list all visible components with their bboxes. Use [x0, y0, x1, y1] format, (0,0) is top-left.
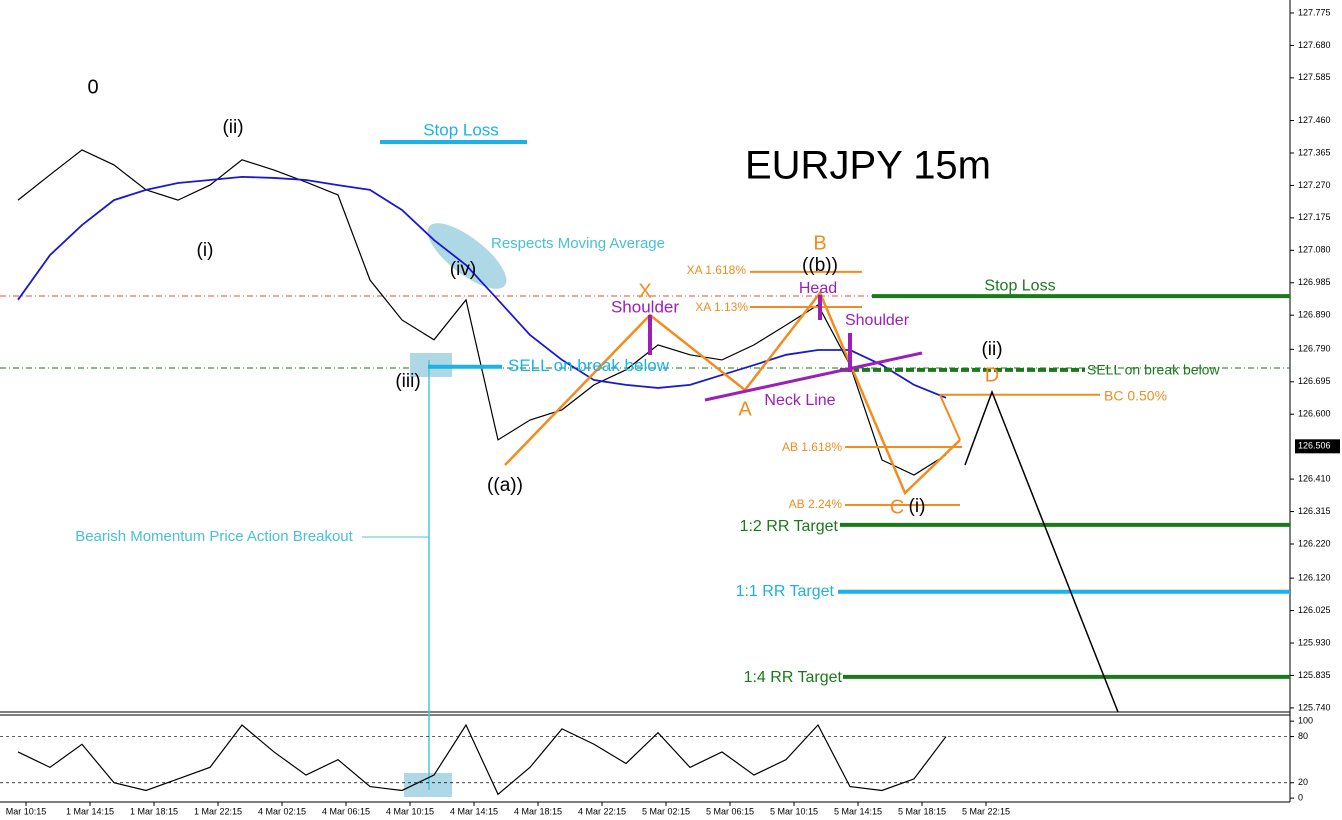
- x-tick-label: 4 Mar 22:15: [578, 806, 626, 816]
- x-tick-label: 1 Mar 18:15: [130, 806, 178, 816]
- highlight-box: [404, 773, 452, 797]
- level-label: 1:1 RR Target: [736, 583, 835, 600]
- level-label: 1:2 RR Target: [740, 518, 839, 535]
- y-tick-label: 125.740: [1298, 702, 1331, 712]
- annotation: Head: [799, 280, 837, 297]
- x-tick-label: 5 Mar 18:15: [898, 806, 946, 816]
- y-tick-label: 127.585: [1298, 72, 1331, 82]
- y-tick-label: 126.695: [1298, 376, 1331, 386]
- y-tick-label: 126.025: [1298, 605, 1331, 615]
- x-tick-label: 4 Mar 02:15: [258, 806, 306, 816]
- x-tick-label: Mar 10:15: [6, 806, 47, 816]
- level-label: SELL on break below: [1087, 362, 1220, 378]
- level-label: SELL on break below: [508, 356, 670, 375]
- y-tick-label: 127.775: [1298, 7, 1331, 17]
- level-label: AB 1.618%: [782, 440, 842, 454]
- chart-title: EURJPY 15m: [745, 144, 991, 188]
- y-tick-label: 127.175: [1298, 212, 1331, 222]
- x-tick-label: 5 Mar 10:15: [770, 806, 818, 816]
- x-tick-label: 1 Mar 14:15: [66, 806, 114, 816]
- moving-average: [17, 175, 947, 399]
- y-tick-label: 0: [1298, 793, 1303, 803]
- annotation: D: [985, 364, 999, 386]
- annotation: (iv): [450, 259, 476, 280]
- xabcd-pattern: [504, 290, 961, 496]
- y-tick-label: 126.790: [1298, 344, 1331, 354]
- y-tick-label: 125.835: [1298, 670, 1331, 680]
- x-tick-label: 1 Mar 22:15: [194, 806, 242, 816]
- price-line: [17, 149, 947, 476]
- annotation: 0: [87, 76, 98, 98]
- annotation: (ii): [981, 339, 1002, 360]
- y-tick-label: 80: [1298, 731, 1308, 741]
- y-tick-label: 100: [1298, 716, 1313, 726]
- level-label: AB 2.24%: [789, 497, 843, 511]
- annotation: (ii): [222, 117, 243, 138]
- annotation: A: [738, 398, 752, 420]
- last-price-label: 126.506: [1298, 441, 1331, 451]
- annotation: (i): [909, 496, 926, 517]
- y-tick-label: 127.270: [1298, 180, 1331, 190]
- x-tick-label: 5 Mar 14:15: [834, 806, 882, 816]
- x-tick-label: 5 Mar 02:15: [642, 806, 690, 816]
- y-tick-label: 126.985: [1298, 277, 1331, 287]
- annotation: B: [813, 232, 826, 254]
- level-label: XA 1.618%: [687, 263, 747, 277]
- y-tick-label: 125.930: [1298, 637, 1331, 647]
- annotation: ((a)): [487, 475, 523, 496]
- annotation: C: [890, 496, 904, 518]
- y-tick-label: 126.220: [1298, 538, 1331, 548]
- price-line: [17, 723, 947, 796]
- x-tick-label: 4 Mar 10:15: [386, 806, 434, 816]
- projection-path: [964, 389, 1119, 713]
- annotation: Shoulder: [611, 297, 679, 316]
- x-tick-label: 5 Mar 06:15: [706, 806, 754, 816]
- y-tick-label: 126.315: [1298, 506, 1331, 516]
- plot: [0, 140, 1290, 796]
- level-label: 1:4 RR Target: [744, 669, 843, 686]
- level-label: XA 1.13%: [695, 300, 748, 314]
- annotation: Respects Moving Average: [491, 235, 665, 252]
- last-price-box: [1295, 439, 1340, 454]
- y-tick-label: 126.410: [1298, 473, 1331, 483]
- y-tick-label: 127.365: [1298, 147, 1331, 157]
- y-tick-label: 20: [1298, 777, 1308, 787]
- y-tick-label: 127.680: [1298, 40, 1331, 50]
- level-label: BC 0.50%: [1104, 387, 1167, 403]
- xabcd-pattern: [939, 394, 961, 441]
- y-tick-label: 126.600: [1298, 409, 1331, 419]
- highlight-ellipse: [427, 223, 507, 289]
- x-tick-label: 4 Mar 14:15: [450, 806, 498, 816]
- annotation: Neck Line: [764, 392, 835, 409]
- x-tick-label: 4 Mar 06:15: [322, 806, 370, 816]
- annotation: (i): [197, 240, 214, 261]
- annotation: ((b)): [802, 255, 838, 276]
- annotation: (iii): [395, 371, 420, 392]
- level-label: Stop Loss: [984, 277, 1055, 294]
- x-tick-label: 4 Mar 18:15: [514, 806, 562, 816]
- y-tick-label: 126.890: [1298, 310, 1331, 320]
- annotation: X: [638, 280, 651, 302]
- y-tick-label: 127.080: [1298, 245, 1331, 255]
- y-tick-label: 127.460: [1298, 115, 1331, 125]
- annotation: Shoulder: [845, 312, 910, 329]
- y-tick-label: 126.120: [1298, 573, 1331, 583]
- x-tick-label: 5 Mar 22:15: [962, 806, 1010, 816]
- neck-line: [704, 351, 923, 402]
- level-label: Stop Loss: [423, 121, 499, 140]
- annotation: Bearish Momentum Price Action Breakout: [75, 528, 353, 545]
